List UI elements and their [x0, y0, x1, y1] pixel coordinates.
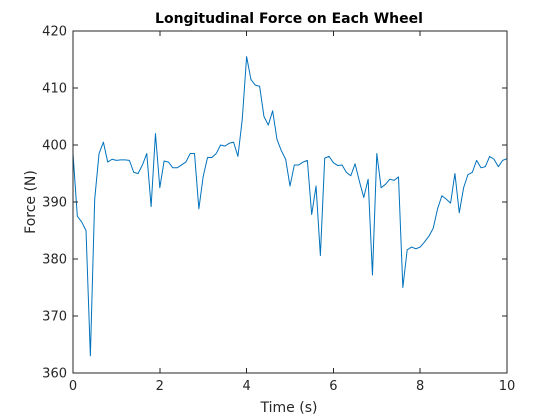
plot-area [72, 56, 508, 357]
y-tick-label: 400 [42, 139, 67, 154]
x-axis-label: Time (s) [260, 400, 318, 416]
y-tick-label: 420 [42, 25, 67, 40]
axes: 0 2 4 6 8 10 360 370 380 390 400 410 420 [42, 25, 515, 395]
chart-title: Longitudinal Force on Each Wheel [155, 11, 423, 27]
y-tick-label: 410 [42, 82, 67, 97]
y-axis-label: Force (N) [23, 170, 39, 234]
x-tick-label: 6 [329, 379, 337, 394]
y-tick-label: 360 [42, 367, 67, 382]
y-tick-label: 370 [42, 310, 67, 325]
x-tick-label: 2 [156, 379, 164, 394]
series-line-1 [72, 56, 508, 357]
x-tick-label: 10 [499, 379, 516, 394]
x-tick-label: 8 [416, 379, 424, 394]
x-tick-label: 4 [242, 379, 250, 394]
y-tick-label: 390 [42, 196, 67, 211]
axes-box [72, 30, 508, 374]
x-tick-label: 0 [69, 379, 77, 394]
y-tick-label: 380 [42, 253, 67, 268]
